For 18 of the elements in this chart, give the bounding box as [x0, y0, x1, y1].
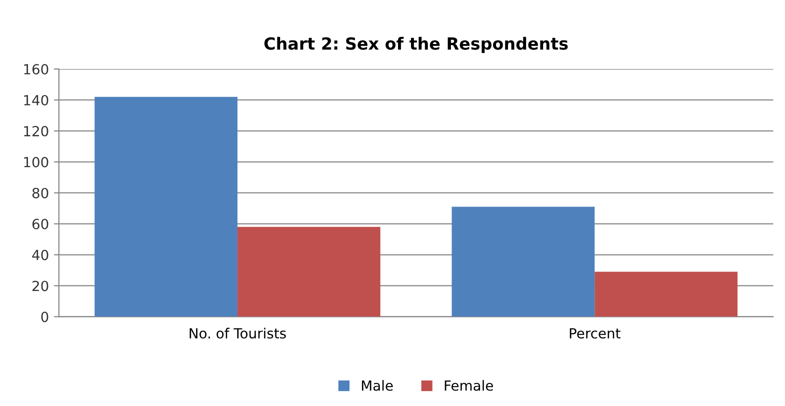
bar [237, 226, 380, 317]
y-tick-label: 60 [32, 218, 48, 230]
bar [452, 206, 595, 317]
y-tick-label: 100 [24, 156, 48, 168]
x-tick-label: No. of Tourists [190, 328, 286, 339]
bar [94, 96, 238, 317]
y-tick-label: 0 [41, 312, 48, 322]
y-tick-label: 160 [24, 64, 48, 74]
legend-label: Female [444, 380, 493, 391]
y-tick-label: 80 [32, 188, 48, 198]
x-tick-label: Percent [570, 328, 620, 339]
y-tick-label: 120 [24, 126, 48, 136]
y-tick-label: 140 [24, 94, 48, 106]
y-tick-label: 20 [32, 280, 48, 292]
legend-label: Male [362, 380, 393, 391]
bar [594, 272, 738, 317]
y-tick-label: 40 [32, 250, 48, 260]
chart-title: Chart 2: Sex of the Respondents [264, 36, 568, 54]
